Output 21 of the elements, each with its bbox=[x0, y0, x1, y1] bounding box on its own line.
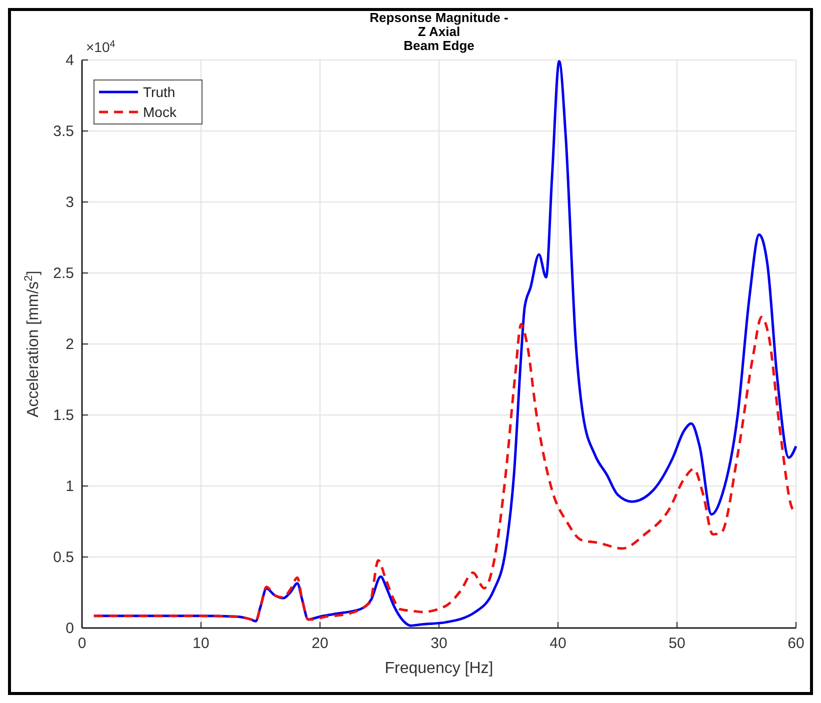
y-tick-label: 0 bbox=[66, 620, 74, 637]
text: ×10$^{4}$ bbox=[86, 38, 116, 55]
y-tick-label: 2 bbox=[66, 336, 74, 353]
x-tick-label: 10 bbox=[192, 635, 210, 652]
legend-label: Truth bbox=[143, 84, 176, 100]
chart-title: Repsonse Magnitude - Z Axial Beam Edge bbox=[370, 10, 508, 53]
x-tick-label: 40 bbox=[550, 635, 566, 652]
y-tick-label: 1.5 bbox=[53, 407, 74, 424]
y-tick-label: 3.5 bbox=[53, 123, 74, 140]
legend-label: Mock bbox=[143, 104, 178, 120]
y-tick-label: 4 bbox=[66, 52, 74, 69]
x-tick-label: 20 bbox=[312, 635, 328, 652]
x-tick-label: 50 bbox=[668, 635, 686, 652]
y-tick-label: 2.5 bbox=[53, 265, 74, 282]
x-axis-title: Frequency [Hz] bbox=[384, 660, 494, 677]
x-tick-label: 30 bbox=[430, 635, 448, 652]
y-tick-label: 1 bbox=[66, 478, 74, 495]
y-tick-label: 0.5 bbox=[53, 549, 74, 566]
x-tick-label: 0 bbox=[78, 635, 86, 652]
x-tick-label: 60 bbox=[788, 635, 804, 652]
y-tick-label: 3 bbox=[66, 194, 74, 211]
